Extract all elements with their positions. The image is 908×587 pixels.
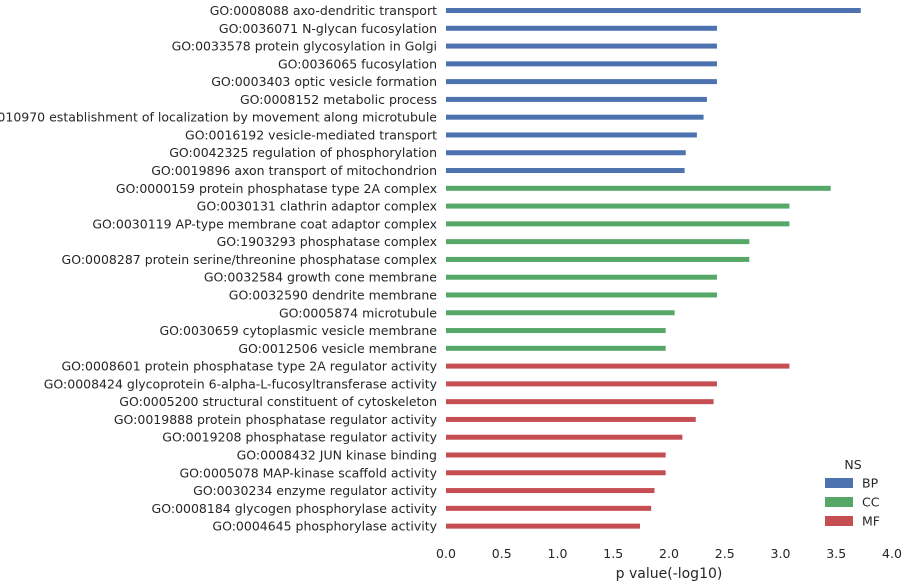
bar: [446, 505, 652, 511]
bar: [446, 203, 790, 209]
bar: [446, 434, 683, 440]
category-label: GO:0030119 AP-type membrane coat adaptor…: [92, 216, 437, 231]
category-label: GO:0008184 glycogen phosphorylase activi…: [152, 501, 438, 516]
legend-swatch: [825, 516, 853, 526]
x-tick-label: 2.0: [659, 546, 679, 561]
bar: [446, 399, 714, 405]
bar: [446, 132, 697, 138]
category-label: GO:0030659 cytoplasmic vesicle membrane: [159, 323, 437, 338]
category-label: GO:0008601 protein phosphatase type 2A r…: [62, 359, 438, 374]
x-tick-label: 3.5: [826, 546, 846, 561]
category-label: GO:0030131 clathrin adaptor complex: [197, 199, 437, 214]
x-tick-label: 0.0: [436, 546, 456, 561]
category-label: GO:0042325 regulation of phosphorylation: [169, 145, 437, 160]
bar: [446, 523, 641, 529]
category-label: GO:0019208 phosphatase regulator activit…: [162, 430, 437, 445]
category-label: GO:0008088 axo-dendritic transport: [210, 3, 437, 18]
category-label: GO:0008424 glycoprotein 6-alpha-L-fucosy…: [44, 376, 438, 391]
legend-swatch: [825, 478, 853, 488]
bar: [446, 239, 750, 245]
bar: [446, 488, 655, 494]
category-label: GO:0003403 optic vesicle formation: [211, 74, 437, 89]
bar: [446, 221, 790, 227]
bar: [446, 381, 717, 387]
category-label: GO:0012506 vesicle membrane: [238, 341, 437, 356]
category-label: GO:0036071 N-glycan fucosylation: [219, 21, 437, 36]
bar: [446, 150, 686, 156]
bar: [446, 185, 831, 191]
legend-label: BP: [862, 476, 879, 491]
bar: [446, 274, 717, 280]
category-label: GO:0019896 axon transport of mitochondri…: [151, 163, 437, 178]
x-axis-ticks: 0.0 0.5 1.0 1.5 2.0 2.5 3.0 3.5 4.0: [436, 546, 902, 561]
category-label: GO:0032590 dendrite membrane: [229, 287, 438, 302]
bar: [446, 61, 717, 67]
x-tick-label: 3.0: [771, 546, 791, 561]
bar: [446, 416, 696, 422]
x-tick-label: 1.5: [603, 546, 623, 561]
bar: [446, 328, 666, 334]
bar: [446, 8, 861, 13]
category-label: GO:0033578 protein glycosylation in Golg…: [172, 39, 437, 54]
bars-group: [446, 8, 861, 529]
bar: [446, 43, 717, 49]
category-label: GO:0005200 structural constituent of cyt…: [119, 394, 437, 409]
x-tick-label: 4.0: [882, 546, 902, 561]
category-label: GO:0036065 fucosylation: [278, 56, 437, 71]
bar: [446, 310, 675, 316]
category-label: GO:0008432 JUN kinase binding: [237, 448, 437, 463]
legend-label: MF: [862, 514, 880, 529]
bar: [446, 452, 666, 458]
bar: [446, 114, 704, 120]
category-label: GO:0032584 growth cone membrane: [204, 270, 437, 285]
category-label: GO:1903293 phosphatase complex: [217, 234, 437, 249]
category-label: GO:0008287 protein serine/threonine phos…: [62, 252, 437, 267]
category-label: GO:0019888 protein phosphatase regulator…: [114, 412, 438, 427]
legend: NS BP CC MF: [825, 457, 880, 529]
legend-label: CC: [862, 495, 880, 510]
category-label: GO:0016192 vesicle-mediated transport: [185, 127, 437, 142]
bar: [446, 79, 717, 85]
bar: [446, 470, 666, 476]
x-axis-label: p value(-log10): [616, 566, 723, 582]
x-tick-label: 0.5: [492, 546, 512, 561]
category-label: GO:0030234 enzyme regulator activity: [193, 483, 437, 498]
x-tick-label: 2.5: [715, 546, 735, 561]
legend-swatch: [825, 497, 853, 507]
category-label: GO:0000159 protein phosphatase type 2A c…: [116, 181, 437, 196]
bar: [446, 292, 717, 298]
bar: [446, 363, 790, 369]
bar: [446, 256, 750, 262]
bar: [446, 345, 666, 351]
category-label: GO:0005874 microtubule: [279, 305, 437, 320]
category-label: GO:0010970 establishment of localization…: [0, 110, 437, 125]
category-label: GO:0004645 phosphorylase activity: [212, 519, 437, 534]
category-label: GO:0008152 metabolic process: [240, 92, 437, 107]
x-tick-label: 1.0: [548, 546, 568, 561]
category-labels: GO:0008088 axo-dendritic transport GO:003…: [0, 3, 438, 534]
bar: [446, 168, 685, 174]
bar: [446, 25, 717, 31]
bar: [446, 96, 707, 102]
legend-title: NS: [844, 457, 861, 472]
category-label: GO:0005078 MAP-kinase scaffold activity: [179, 465, 437, 480]
